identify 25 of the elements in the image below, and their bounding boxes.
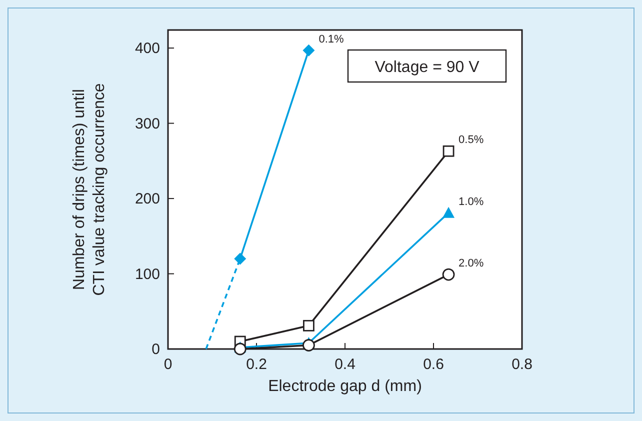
point: [303, 320, 314, 332]
x-tick-label: 0.2: [246, 356, 267, 373]
x-tick-label: 0.4: [334, 356, 356, 373]
x-tick-label: 0: [164, 356, 172, 373]
y-tick-label: 0: [152, 341, 160, 358]
series-label: 1.0%: [458, 196, 484, 208]
x-axis-title: Electrode gap d (mm): [268, 378, 422, 395]
point: [302, 44, 315, 56]
x-tick-label: 0.8: [512, 356, 532, 373]
y-tick-label: 400: [134, 40, 160, 58]
x-tick-label: 0.6: [423, 356, 444, 373]
text-box: Voltage = 90 V: [347, 49, 507, 83]
series-label: 2.0%: [458, 258, 484, 270]
point: [234, 252, 246, 265]
y-tick-label: 300: [134, 115, 160, 132]
annotation: Voltage = 90 V: [374, 59, 480, 76]
y-axis-title: Number of drips (times) until CTI value tracking occurrence: [71, 83, 108, 296]
point: [442, 268, 455, 281]
y-tick-label: 200: [134, 190, 160, 208]
point: [442, 145, 454, 157]
y-tick-label: 100: [134, 266, 160, 283]
series-label: 0.5%: [458, 134, 484, 146]
point: [302, 339, 315, 352]
point: [234, 342, 246, 356]
series-label: 0.1%: [318, 33, 344, 46]
